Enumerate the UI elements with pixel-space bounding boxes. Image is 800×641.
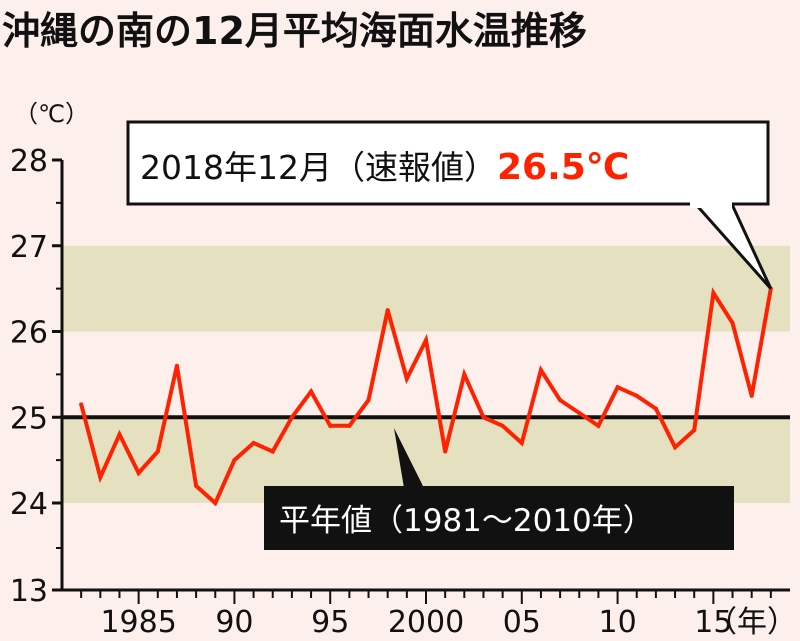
data-point [174,363,179,368]
data-point [615,385,620,390]
y-tick-label: 27 [10,230,48,265]
data-point [232,458,237,463]
x-tick-label: 2000 [388,605,464,640]
data-point [194,483,199,488]
callout-box [126,120,770,206]
data-point [462,372,467,377]
data-point [538,368,543,373]
data-point [653,406,658,411]
data-point [213,501,218,505]
data-point [79,402,84,407]
y-ticks: 24 25 26 27 28 13 [10,144,62,609]
normal-label-background [264,486,734,550]
x-axis-unit: （年） [707,605,797,640]
callout-label: 2018年12月（速報値） [140,148,497,187]
data-point [309,389,314,394]
y-tick-label: 13 [10,574,48,609]
normal-range-band [62,245,790,503]
callout-value: 26.5℃ [497,147,629,188]
data-point [596,423,601,428]
data-point [558,398,563,403]
x-tick-label: 1985 [100,605,176,640]
data-point [577,410,582,415]
data-point [385,308,390,313]
data-point [155,449,160,454]
data-point [404,376,409,381]
data-point [673,445,678,450]
x-tick-label: 05 [503,605,541,640]
data-point [366,398,371,403]
chart-title: 沖縄の南の12月平均海面水温推移 [2,9,587,53]
data-point [270,449,275,454]
data-point [711,290,716,295]
data-point [424,338,428,343]
annotation-callout: 2018年12月（速報値）26.5℃ [126,120,773,290]
data-point [443,449,448,454]
data-point [634,393,639,398]
data-point [347,423,352,428]
data-point [117,432,122,437]
x-tick-label: 10 [598,605,636,640]
band-rect-1 [62,245,790,332]
data-point [500,423,505,428]
callout-text: 2018年12月（速報値）26.5℃ [140,147,629,188]
data-point [481,415,486,420]
normal-label-box: 平年値（1981～2010年） [264,428,734,550]
series-line [79,286,773,507]
data-point [749,393,754,398]
x-tick-label: 95 [311,605,349,640]
data-point [136,470,141,475]
x-tick-label: 15 [694,605,732,640]
data-point [730,320,735,325]
normal-label-pointer [394,428,424,488]
data-point [519,440,524,445]
y-tick-label: 28 [10,144,48,179]
normal-label-text: 平年値（1981～2010年） [279,503,654,539]
data-point [251,440,256,445]
x-tick-label: 90 [215,605,253,640]
x-ticks: 1985 90 95 2000 05 10 15（年） [80,590,797,640]
data-point [289,415,294,420]
callout-joint [690,196,732,208]
y-tick-label: 24 [10,487,48,522]
y-axis-unit: （℃） [14,100,89,128]
y-tick-label: 25 [10,401,48,436]
data-point [328,423,333,428]
data-point [692,428,697,433]
y-tick-label: 26 [10,316,48,351]
data-point [98,475,103,480]
